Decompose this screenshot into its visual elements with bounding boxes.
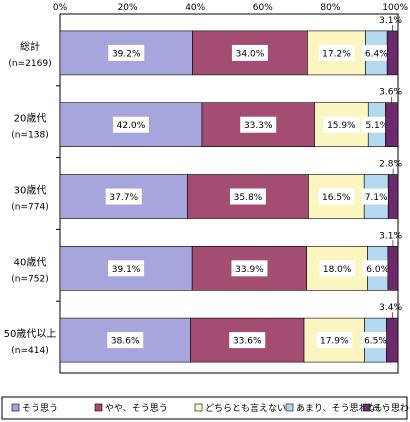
data-label: 42.0% bbox=[117, 121, 146, 131]
data-label-box bbox=[240, 116, 277, 133]
data-label: 16.5% bbox=[322, 193, 351, 203]
data-label: 3.4% bbox=[379, 303, 402, 313]
category-n-label: (n=2169) bbox=[8, 59, 51, 69]
data-label-box bbox=[360, 188, 392, 205]
data-label-box bbox=[231, 260, 268, 277]
legend-swatch bbox=[11, 403, 20, 412]
legend-label: そう思わない bbox=[373, 403, 410, 414]
data-label: 15.9% bbox=[327, 121, 356, 131]
legend-label: どちらとも言えない bbox=[205, 402, 286, 414]
bar-segment bbox=[385, 102, 399, 147]
legend-label: そう思う bbox=[22, 403, 58, 414]
data-label: 6.0% bbox=[366, 265, 389, 275]
x-tick-label: 80% bbox=[320, 3, 340, 13]
legend-swatch bbox=[285, 403, 294, 412]
data-label: 38.6% bbox=[111, 337, 140, 347]
category-label: 20歳代 bbox=[14, 113, 47, 125]
x-tick-label: 100% bbox=[382, 3, 408, 13]
data-label: 7.1% bbox=[365, 193, 388, 203]
data-label-box bbox=[231, 44, 268, 61]
category-n-label: (n=138) bbox=[11, 131, 48, 141]
legend-label: やや、そう思う bbox=[105, 403, 168, 414]
legend-swatch bbox=[94, 403, 103, 412]
category-n-label: (n=414) bbox=[11, 346, 48, 356]
data-label: 34.0% bbox=[236, 49, 265, 59]
bar-segment bbox=[386, 30, 399, 76]
data-label: 37.7% bbox=[109, 193, 138, 203]
data-label-box bbox=[105, 188, 142, 205]
data-label: 17.9% bbox=[320, 337, 349, 347]
data-label: 33.3% bbox=[244, 121, 273, 131]
data-label: 3.1% bbox=[379, 16, 402, 26]
data-label-box bbox=[361, 44, 392, 61]
legend-swatch bbox=[194, 403, 203, 412]
data-label-box bbox=[323, 116, 360, 133]
data-label-box bbox=[112, 116, 149, 133]
data-label: 18.0% bbox=[323, 265, 352, 275]
data-label: 6.5% bbox=[364, 337, 387, 347]
legend-frame bbox=[1, 396, 408, 420]
data-label-box bbox=[229, 332, 266, 349]
legend-label: あまり、そう思わない bbox=[296, 403, 386, 414]
category-label: 総計 bbox=[20, 40, 40, 53]
bar-segment bbox=[386, 317, 399, 363]
data-label: 39.2% bbox=[112, 49, 141, 59]
data-label: 33.6% bbox=[233, 337, 262, 347]
legend-swatch bbox=[362, 403, 371, 412]
x-tick-label: 60% bbox=[253, 3, 273, 13]
bar-segment bbox=[59, 30, 193, 76]
bar-segment bbox=[387, 246, 399, 291]
data-label-box bbox=[362, 260, 393, 277]
data-label: 2.8% bbox=[379, 160, 402, 170]
data-label: 17.2% bbox=[322, 49, 351, 59]
data-label: 6.4% bbox=[365, 49, 388, 59]
data-label-box bbox=[318, 44, 355, 61]
category-label: 30歳代 bbox=[14, 185, 47, 197]
data-label: 5.1% bbox=[365, 121, 388, 131]
data-label: 35.8% bbox=[234, 193, 263, 203]
x-tick-label: 20% bbox=[118, 3, 138, 13]
data-label-box bbox=[319, 260, 356, 277]
data-label-box bbox=[361, 116, 393, 133]
category-label: 40歳代 bbox=[14, 256, 47, 268]
data-label-box bbox=[108, 260, 145, 277]
data-label-box bbox=[316, 332, 353, 349]
data-label-box bbox=[107, 332, 144, 349]
category-n-label: (n=752) bbox=[11, 274, 48, 284]
data-label-box bbox=[229, 188, 266, 205]
data-label-box bbox=[318, 188, 355, 205]
data-label-box bbox=[360, 332, 391, 349]
data-label: 3.6% bbox=[379, 88, 402, 98]
data-label: 39.1% bbox=[112, 265, 141, 275]
data-label: 33.9% bbox=[235, 265, 264, 275]
data-label: 3.1% bbox=[379, 231, 402, 241]
category-n-label: (n=774) bbox=[11, 203, 48, 213]
category-label: 50歳代以上 bbox=[4, 328, 57, 340]
x-tick-label: 0% bbox=[53, 3, 68, 13]
bar-segment bbox=[387, 174, 399, 219]
data-label-box bbox=[108, 44, 145, 61]
x-tick-label: 40% bbox=[185, 3, 205, 13]
